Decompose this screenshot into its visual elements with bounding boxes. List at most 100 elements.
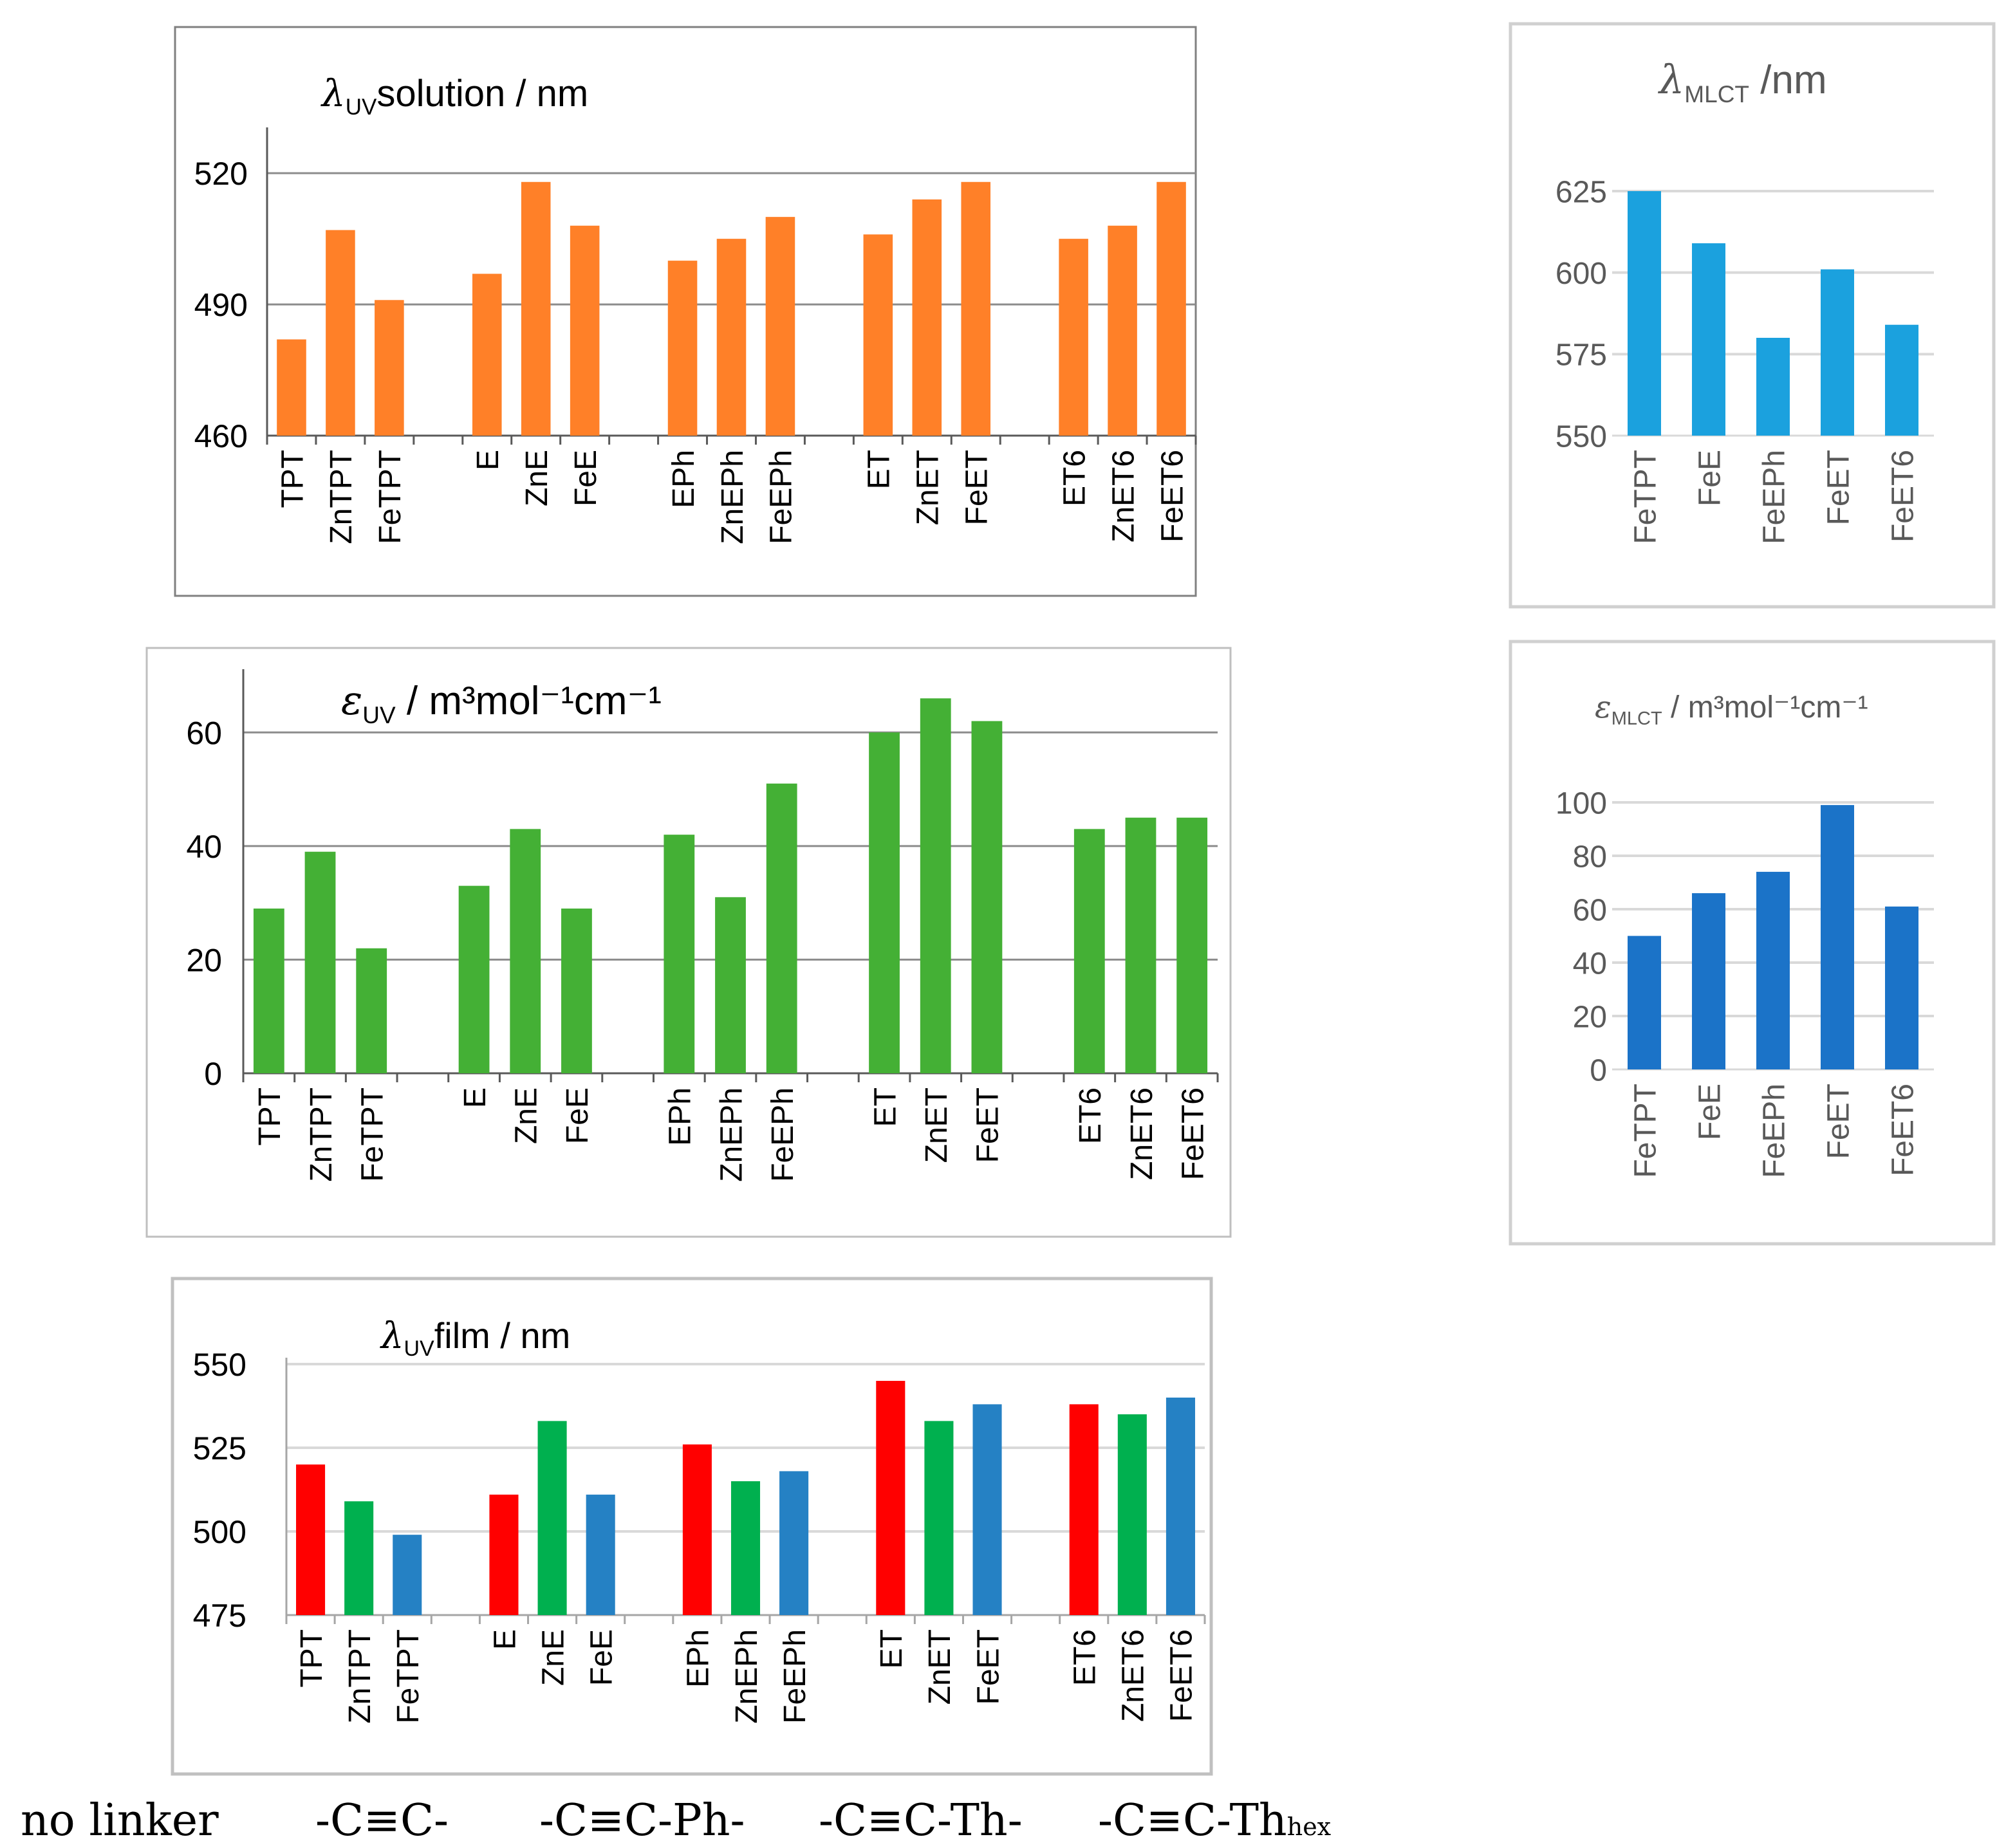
bar-FeEPh: [765, 217, 795, 436]
bar-ZnEPh: [716, 239, 747, 436]
category-label: FeEPh: [778, 1629, 812, 1724]
category-label: TPT: [275, 450, 310, 508]
bar-EPh: [667, 261, 698, 436]
y-tick-label: 0: [204, 1056, 222, 1092]
y-tick-label: 80: [1573, 840, 1607, 874]
bar-ZnEPh: [730, 1481, 761, 1615]
bar-ZnTPT: [304, 851, 336, 1073]
bar-FeEPh: [1756, 338, 1790, 436]
category-label: E: [458, 1087, 492, 1108]
chart-title: λUVfilm / nm: [380, 1315, 570, 1361]
y-tick-label: 60: [186, 715, 222, 751]
bar-FeET: [1821, 269, 1854, 436]
y-tick-label: 475: [193, 1598, 246, 1634]
bar-ET: [876, 1381, 906, 1615]
bar-ZnE: [537, 1421, 567, 1615]
category-label: ZnTPT: [324, 450, 358, 544]
chart-title: λUVsolution / nm: [320, 71, 588, 120]
category-label: FeTPT: [355, 1087, 389, 1182]
category-label: ZnET: [920, 1087, 954, 1163]
category-label: ET6: [1068, 1629, 1102, 1686]
category-label: FeET6: [1886, 1084, 1920, 1176]
category-label: FeET: [971, 1629, 1005, 1705]
y-tick-label: 575: [1556, 338, 1607, 373]
title-symbol: λ: [320, 71, 346, 115]
bar-TPT: [253, 908, 284, 1073]
category-label: ZnEPh: [716, 450, 750, 544]
category-label: FeET6: [1165, 1629, 1199, 1722]
title-subscript: UV: [346, 95, 377, 120]
bar-ZnTPT: [344, 1501, 374, 1615]
category-label: EPh: [682, 1629, 716, 1688]
category-label: FeTPT: [391, 1629, 425, 1724]
title-symbol: ε: [341, 677, 362, 724]
bar-FeTPT: [375, 300, 404, 436]
bar-EPh: [664, 835, 695, 1073]
category-label: EPh: [664, 1087, 698, 1146]
linker-label-no-linker: no linker: [21, 1795, 219, 1846]
bar-FeTPT: [356, 948, 387, 1073]
y-tick-label: 40: [186, 829, 222, 865]
linker-label-cc-thhex-sub: hex: [1286, 1813, 1332, 1841]
category-label: ZnE: [536, 1629, 570, 1686]
bar-FeEPh: [1756, 871, 1790, 1069]
bar-FeE: [561, 908, 592, 1073]
bar-FeET6: [1885, 906, 1918, 1069]
bar-ET6: [1069, 1404, 1099, 1615]
bar-FeET: [971, 721, 1003, 1073]
category-label: ZnEPh: [730, 1629, 764, 1724]
category-label: ZnTPT: [304, 1087, 339, 1182]
bar-ZnET: [924, 1421, 954, 1615]
bar-FeET: [972, 1404, 1002, 1615]
y-tick-label: 460: [194, 418, 248, 454]
title-rest: solution / nm: [376, 73, 588, 115]
linker-label-cc-thhex-main: -C≡C-Th: [1098, 1795, 1287, 1846]
bar-FeE: [1692, 243, 1725, 436]
category-label: FeET6: [1886, 450, 1920, 542]
category-label: EPh: [667, 450, 701, 508]
bar-FeE: [570, 225, 600, 436]
category-label: FeTPT: [1628, 450, 1662, 544]
bar-TPT: [296, 1465, 326, 1615]
bar-FeET6: [1156, 181, 1186, 436]
category-label: FeEPh: [1757, 1084, 1791, 1178]
category-label: FeTPT: [373, 450, 407, 544]
title-subscript: UV: [362, 702, 396, 728]
y-tick-label: 525: [193, 1430, 246, 1466]
bar-FeE: [1692, 893, 1725, 1069]
title-symbol: λ: [1657, 56, 1684, 103]
chart-title: εMLCT / m³mol⁻¹cm⁻¹: [1595, 689, 1868, 729]
bar-ZnTPT: [326, 230, 355, 436]
category-label: FeET6: [1176, 1087, 1210, 1180]
linker-label-cc-ph: -C≡C-Ph-: [539, 1795, 745, 1846]
category-label: FeE: [1693, 450, 1727, 506]
y-tick-label: 0: [1590, 1053, 1607, 1087]
category-label: E: [488, 1629, 522, 1650]
category-label: ZnET6: [1106, 450, 1140, 542]
y-tick-label: 550: [193, 1347, 246, 1383]
category-label: FeET: [971, 1087, 1005, 1163]
title-symbol: ε: [1595, 689, 1612, 725]
bar-FeTPT: [393, 1535, 422, 1615]
bar-FeEPh: [779, 1471, 809, 1615]
category-label: FeTPT: [1628, 1084, 1662, 1178]
category-label: ET: [862, 450, 896, 489]
title-subscript: UV: [404, 1336, 435, 1361]
category-label: ZnET: [923, 1629, 957, 1705]
bar-ET: [863, 234, 893, 436]
bar-FeTPT: [1628, 191, 1661, 436]
bar-ET6: [1073, 829, 1105, 1073]
y-tick-label: 100: [1556, 786, 1607, 820]
chart-epsilon-uv: 0 20 40 60 TPT ZnTPT FeTPT E ZnE FeE EPh ZnEPh FeEPh…: [145, 647, 1232, 1238]
bar-FeET6: [1176, 817, 1208, 1073]
chart-frame: [1509, 22, 1996, 609]
bar-E: [472, 273, 502, 436]
bar-E: [458, 885, 490, 1073]
y-tick-label: 40: [1573, 947, 1607, 981]
bar-TPT: [277, 339, 306, 436]
linker-label-cc: -C≡C-: [315, 1795, 449, 1846]
linker-label-cc-thhex: -C≡C-Thhex: [1098, 1795, 1331, 1846]
category-label: ZnE: [510, 1087, 544, 1144]
y-tick-label: 20: [1573, 1000, 1607, 1034]
y-tick-label: 60: [1573, 893, 1607, 927]
